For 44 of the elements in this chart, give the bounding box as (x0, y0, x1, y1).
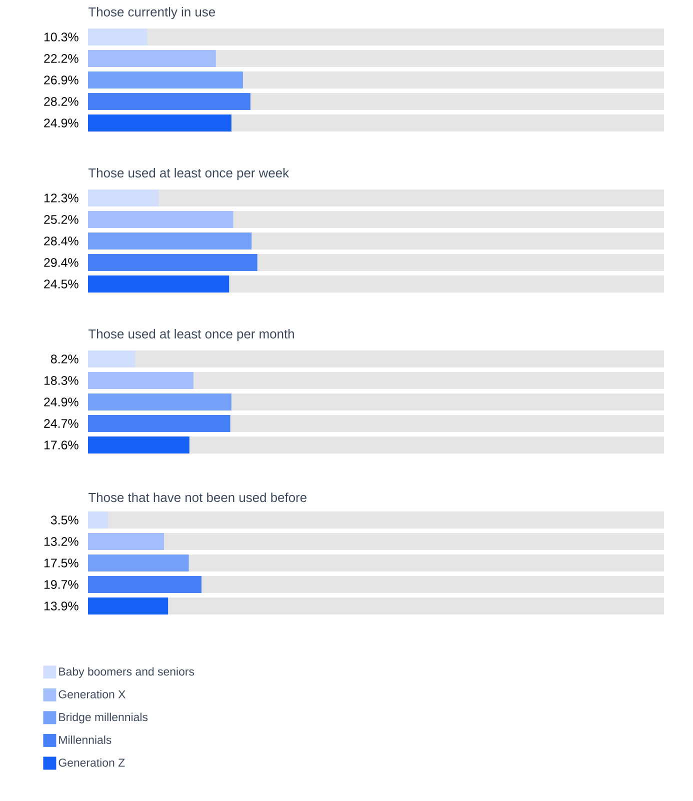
data-label: 25.2% (44, 215, 78, 224)
bar (88, 598, 168, 615)
data-label: 28.2% (44, 97, 78, 106)
data-label: 18.3% (44, 376, 78, 385)
data-label: 17.5% (44, 558, 78, 568)
legend-label: Millennials (59, 736, 112, 744)
data-label: 24.7% (44, 419, 78, 428)
data-label: 17.6% (44, 440, 78, 450)
bar (88, 576, 202, 594)
bar (88, 114, 232, 132)
data-label: 24.9% (44, 398, 78, 406)
data-label: 8.2% (50, 354, 78, 364)
chart-title: Those that have not been used before (88, 492, 306, 502)
data-label: 3.5% (50, 516, 78, 524)
data-label: 28.4% (44, 236, 78, 246)
data-label: 13.2% (44, 537, 78, 546)
legend-label: Bridge millennials (59, 712, 148, 724)
bar (88, 415, 230, 432)
data-label: 19.7% (44, 580, 78, 589)
data-label: 24.5% (44, 280, 78, 288)
data-label: 10.3% (44, 32, 78, 42)
legend-label: Generation X (58, 690, 126, 698)
bar (88, 50, 216, 67)
bar (88, 554, 189, 572)
legend-label: Baby boomers and seniors (59, 667, 194, 678)
data-label: 22.2% (44, 54, 78, 63)
data-label: 24.9% (44, 118, 78, 128)
bar (88, 436, 190, 454)
chart-title: Those used at least once per month (88, 329, 294, 342)
bar (88, 512, 108, 529)
data-label: 29.4% (44, 258, 78, 267)
chart-title: Those currently in use (88, 6, 216, 20)
bar (88, 533, 164, 550)
data-label: 26.9% (44, 76, 78, 84)
bar (88, 276, 230, 293)
bar (88, 350, 136, 368)
chart-title: Those used at least once per week (88, 168, 290, 180)
bar (88, 190, 159, 207)
bar (88, 28, 148, 46)
data-label: 13.9% (44, 602, 78, 610)
bar (88, 372, 194, 390)
data-label: 12.3% (44, 194, 78, 202)
legend-label: Generation Z (58, 758, 125, 767)
bar (88, 394, 232, 411)
